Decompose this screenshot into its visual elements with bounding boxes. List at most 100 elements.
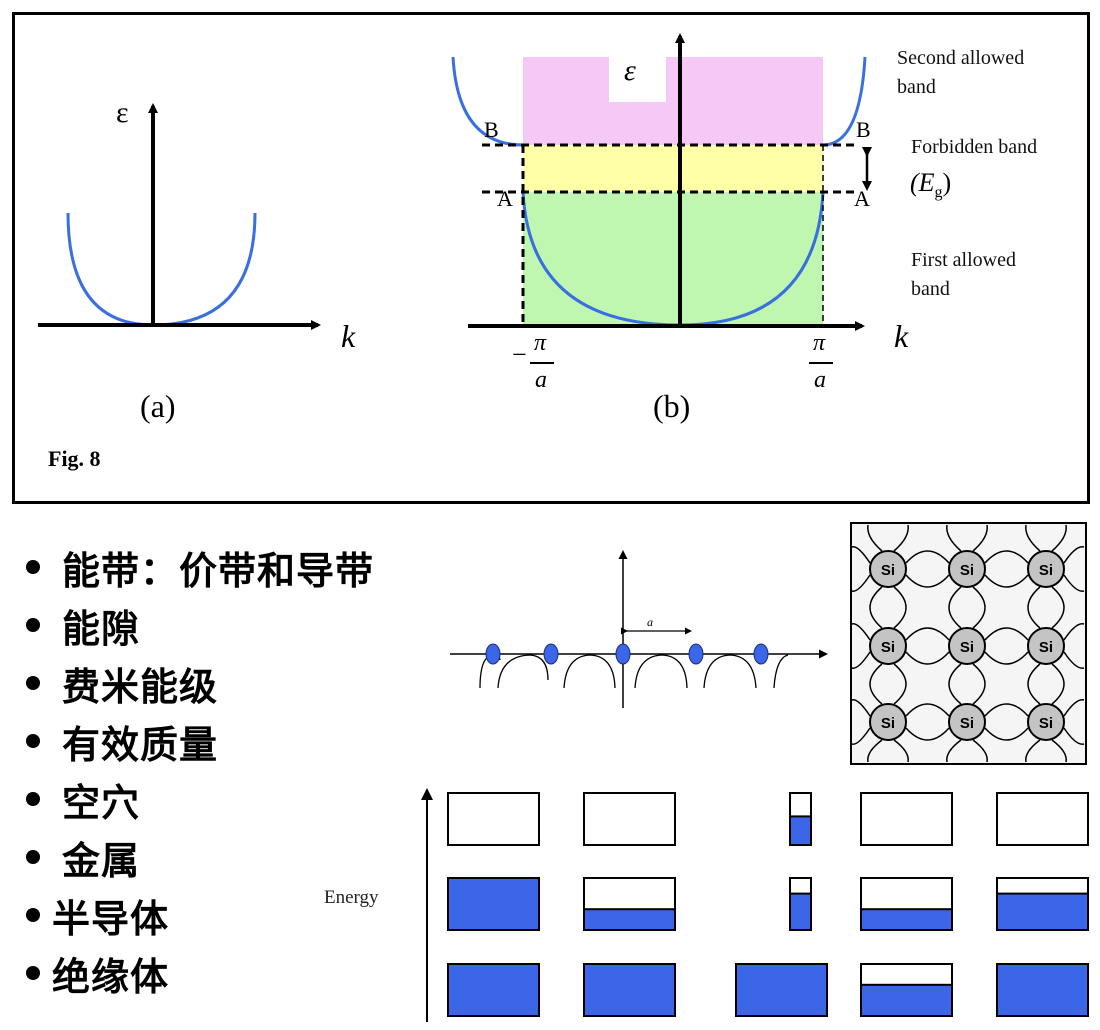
ion — [615, 643, 631, 665]
bullet-dot — [26, 676, 40, 690]
energy-band — [583, 792, 676, 846]
second-band-text-1: Second allowed — [897, 47, 1025, 69]
second-band-text-2: band — [897, 76, 936, 98]
list-item: 有效质量 — [18, 712, 374, 770]
bond — [946, 739, 962, 763]
band-column — [996, 792, 1089, 1017]
si-atom: Si — [948, 703, 986, 741]
bond — [851, 623, 871, 641]
bullet-dot — [26, 560, 40, 574]
si-atom-circle — [1027, 703, 1065, 741]
point-b-left: B — [484, 117, 499, 142]
panel-a-caption: (a) — [140, 388, 176, 424]
band-occupancy-fill — [447, 877, 540, 931]
si-atom-label: Si — [960, 562, 974, 579]
bond — [1051, 739, 1067, 763]
si-atom-circle — [1027, 627, 1065, 665]
si-atom-label: Si — [881, 715, 895, 732]
band-occupancy-fill — [735, 963, 828, 1017]
bond — [1063, 727, 1085, 745]
bullet-text: 空穴 — [62, 780, 141, 825]
gap-energy-label: (Eg) — [910, 168, 951, 202]
si-atom: Si — [948, 627, 986, 665]
left-tick-denominator: a — [535, 367, 547, 393]
bond — [972, 524, 988, 552]
si-atom: Si — [1027, 627, 1065, 665]
bond — [1063, 651, 1085, 669]
panel-a-plot — [38, 103, 321, 330]
si-atom: Si — [948, 550, 986, 588]
bond — [984, 574, 1029, 588]
bullet-dot — [26, 850, 40, 864]
ion — [485, 643, 501, 665]
si-atom-label: Si — [881, 562, 895, 579]
list-item: 金属 — [18, 828, 374, 886]
si-atom-circle — [1027, 550, 1065, 588]
bond — [1025, 524, 1041, 552]
bond — [851, 546, 871, 564]
bond — [948, 663, 962, 705]
bond — [1063, 623, 1085, 641]
energy-band — [447, 792, 540, 846]
si-atom-label: Si — [1039, 562, 1053, 579]
covalent-bonds — [851, 524, 1085, 763]
potential-well — [773, 654, 789, 689]
bond — [905, 550, 950, 564]
si-atom: Si — [869, 550, 907, 588]
panel-b-x-label: k — [894, 318, 909, 354]
band-column — [860, 792, 953, 1018]
bullet-dot — [26, 734, 40, 748]
bond — [893, 586, 907, 629]
panel-b-plot — [451, 33, 872, 331]
bullet-dot — [26, 792, 40, 806]
bond — [946, 524, 962, 552]
si-atom-label: Si — [960, 639, 974, 656]
panel-a-y-label: ε — [116, 96, 129, 129]
bond — [905, 727, 950, 741]
bond — [851, 574, 871, 592]
bullet-text: 能隙 — [62, 606, 141, 651]
bond — [851, 699, 871, 717]
figure-caption: Fig. 8 — [48, 446, 101, 471]
list-item: 空穴 — [18, 770, 374, 828]
energy-band — [860, 792, 953, 846]
list-item: 能带：价带和导带 — [18, 538, 374, 596]
si-atom-circle — [948, 627, 986, 665]
panel-b-caption: (b) — [653, 388, 691, 424]
bullet-text: 费米能级 — [62, 664, 219, 709]
list-item: 半导体 — [18, 886, 374, 944]
free-electron-parabola — [66, 212, 257, 327]
figure-frame — [12, 12, 1090, 504]
gap-open: (E — [910, 168, 935, 197]
bond — [851, 651, 871, 669]
potential-wells — [479, 654, 789, 689]
band-occupancy-fill — [860, 908, 953, 931]
bond — [1051, 586, 1065, 629]
list-item: 能隙 — [18, 596, 374, 654]
forbidden-band-label: Forbidden band — [911, 136, 1038, 158]
topic-list: 能带：价带和导带 能隙 费米能级 有效质量 空穴 金属 半导体 绝缘体 — [18, 538, 374, 1002]
band-occupancy-fill — [583, 908, 676, 931]
si-atom-circle — [869, 703, 907, 741]
bond — [869, 663, 883, 705]
si-atom: Si — [1027, 703, 1065, 741]
bullet-text: 绝缘体 — [52, 954, 170, 999]
bond — [905, 651, 950, 665]
energy-band — [996, 792, 1089, 846]
bullet-dot — [26, 618, 40, 632]
first-band-text-2: band — [911, 278, 950, 300]
bond — [905, 574, 950, 588]
bond — [972, 663, 986, 705]
si-atom-label: Si — [960, 715, 974, 732]
si-atoms: Si Si Si Si Si Si Si Si Si — [869, 550, 1065, 741]
first-allowed-band-label: First allowed band — [911, 246, 1016, 304]
band-column — [735, 792, 828, 1017]
bond — [1063, 574, 1085, 592]
si-atom-circle — [948, 550, 986, 588]
si-atom-label: Si — [881, 639, 895, 656]
right-tick-fraction-bar — [809, 362, 833, 364]
si-atom-label: Si — [1039, 715, 1053, 732]
point-a-right: A — [854, 186, 870, 211]
potential-well — [497, 654, 549, 689]
si-atom-label: Si — [1039, 639, 1053, 656]
